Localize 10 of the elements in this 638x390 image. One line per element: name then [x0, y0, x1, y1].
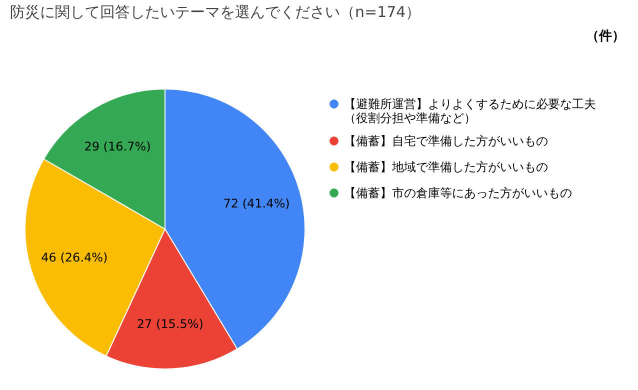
legend-label: 【備蓄】市の倉庫等にあった方がいいもの	[344, 186, 572, 200]
text: （件）	[586, 29, 625, 44]
legend-label: 【備蓄】自宅で準備した方がいいもの	[344, 134, 548, 148]
legend-label: 【備蓄】地域で準備した方がいいもの	[344, 160, 548, 174]
data-label: 72 (41.4%)	[223, 196, 290, 211]
data-label: 29 (16.7%)	[84, 140, 151, 154]
data-label: 46 (26.4%)	[41, 250, 108, 265]
chart-title: 防災に関して回答したいテーマを選んでください（n=174）	[10, 3, 421, 21]
legend-label: 【避難所運営】よりよくするために必要な工夫（役割分担や準備など）	[344, 97, 596, 125]
data-label: 27 (15.5%)	[136, 316, 204, 331]
